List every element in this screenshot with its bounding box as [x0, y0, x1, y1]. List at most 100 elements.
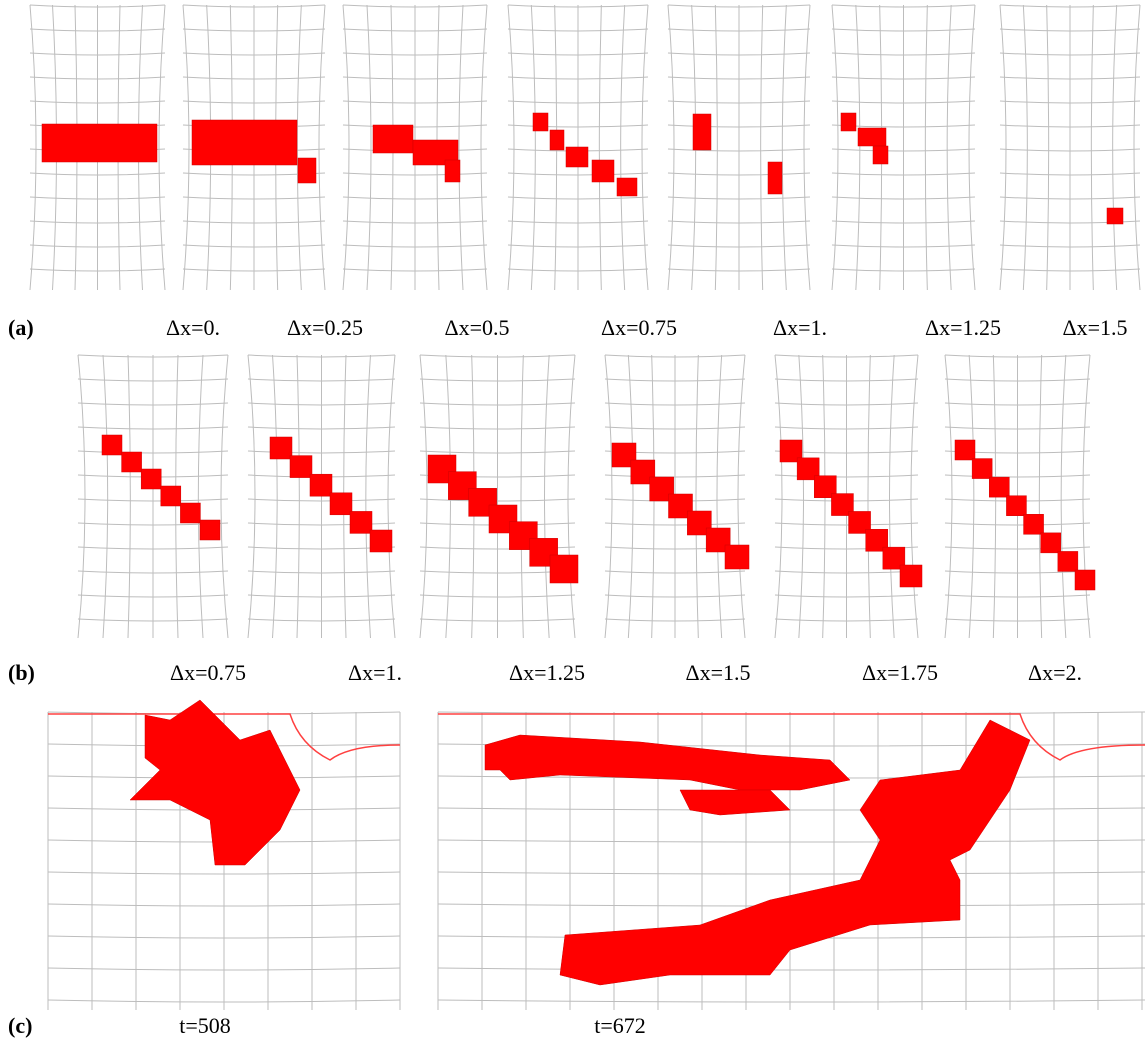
- damage-region: [130, 700, 300, 865]
- caption: Δx=0.75: [601, 315, 677, 340]
- damage-block: [566, 147, 588, 167]
- mesh-line: [367, 5, 371, 290]
- damage-block: [1024, 514, 1044, 534]
- mesh-line: [1023, 5, 1027, 290]
- caption: Δx=1.: [348, 660, 402, 685]
- damage-block: [693, 114, 711, 150]
- damage-block: [617, 178, 637, 196]
- damage-block: [122, 452, 142, 472]
- caption: t=672: [594, 1013, 646, 1038]
- damage-block: [42, 124, 157, 162]
- damage-block: [873, 146, 888, 164]
- mesh-line: [668, 5, 674, 290]
- caption: Δx=0.75: [170, 660, 246, 685]
- mesh-line: [438, 1000, 1145, 1002]
- damage-block: [989, 477, 1009, 497]
- damage-block: [102, 435, 122, 455]
- mesh-line: [30, 5, 36, 290]
- damage-block: [955, 440, 975, 460]
- mesh-line: [832, 5, 838, 290]
- damage-block: [270, 437, 292, 459]
- caption: Δx=2.: [1028, 660, 1082, 685]
- damage-block: [1041, 533, 1061, 553]
- mesh-line: [804, 5, 810, 290]
- caption: Δx=1.75: [862, 660, 938, 685]
- damage-block: [161, 486, 181, 506]
- mesh-line: [969, 5, 975, 290]
- damage-region: [680, 790, 790, 815]
- mesh-line: [438, 840, 1145, 842]
- mesh-line: [856, 5, 860, 290]
- mesh-line: [545, 355, 550, 638]
- mesh-line: [642, 5, 648, 290]
- mesh-line: [890, 355, 895, 638]
- mesh-line: [717, 355, 722, 638]
- damage-block: [725, 545, 749, 569]
- mesh-line: [198, 355, 203, 638]
- caption: Δx=0.: [166, 315, 220, 340]
- mesh-line: [159, 5, 165, 290]
- panel-label: (b): [8, 660, 35, 685]
- damage-block: [1006, 496, 1026, 516]
- mesh-line: [128, 355, 130, 638]
- mesh-line: [273, 355, 278, 638]
- mesh-line: [628, 355, 633, 638]
- caption: Δx=1.25: [925, 315, 1001, 340]
- damage-block: [310, 474, 332, 496]
- figure: (a)Δx=0.Δx=0.25Δx=0.5Δx=0.75Δx=1.Δx=1.25…: [0, 0, 1147, 1043]
- damage-block: [330, 493, 352, 515]
- damage-block: [858, 128, 886, 146]
- mesh-line: [696, 355, 698, 638]
- damage-block: [141, 469, 161, 489]
- damage-block: [972, 459, 992, 479]
- mesh-line: [103, 355, 108, 638]
- damage-block: [192, 120, 297, 165]
- mesh-line: [947, 5, 951, 290]
- damage-block: [373, 125, 413, 153]
- mesh-line: [1113, 5, 1117, 290]
- damage-block: [1075, 570, 1095, 590]
- mesh-line: [481, 5, 487, 290]
- mesh-line: [969, 355, 974, 638]
- damage-block: [533, 113, 548, 131]
- mesh-line: [1039, 355, 1041, 638]
- mesh-line: [319, 5, 325, 290]
- mesh-line: [297, 5, 301, 290]
- mesh-line: [459, 5, 463, 290]
- mesh-line: [438, 872, 1145, 874]
- damage-block: [290, 456, 312, 478]
- damage-block: [900, 565, 922, 587]
- mesh-line: [508, 5, 514, 290]
- mesh-line: [782, 5, 786, 290]
- mesh-line: [343, 5, 349, 290]
- caption: t=508: [179, 1013, 231, 1038]
- mesh-line: [366, 355, 371, 638]
- mesh-line: [521, 355, 523, 638]
- mesh-line: [531, 5, 535, 290]
- damage-region: [485, 735, 850, 790]
- damage-block: [841, 113, 856, 131]
- mesh-line: [438, 808, 1145, 810]
- mesh-line: [1134, 5, 1140, 290]
- mesh-line: [1061, 355, 1066, 638]
- damage-block: [592, 160, 614, 182]
- damage-block: [1107, 208, 1123, 224]
- panel-label: (c): [8, 1013, 32, 1038]
- caption: Δx=1.25: [509, 660, 585, 685]
- mesh-line: [297, 355, 299, 638]
- damage-block: [180, 503, 200, 523]
- caption: Δx=0.25: [287, 315, 363, 340]
- mesh-line: [438, 968, 1145, 970]
- caption: Δx=0.5: [444, 315, 509, 340]
- mesh-line: [183, 5, 189, 290]
- damage-block: [445, 160, 460, 182]
- damage-regions: [42, 113, 1123, 985]
- damage-block: [550, 130, 564, 150]
- damage-block: [298, 158, 316, 183]
- mesh-line: [799, 355, 804, 638]
- mesh-line: [868, 355, 870, 638]
- mesh-line: [1000, 5, 1006, 290]
- caption: Δx=1.5: [1062, 315, 1127, 340]
- damage-block: [768, 162, 782, 194]
- caption: Δx=1.5: [685, 660, 750, 685]
